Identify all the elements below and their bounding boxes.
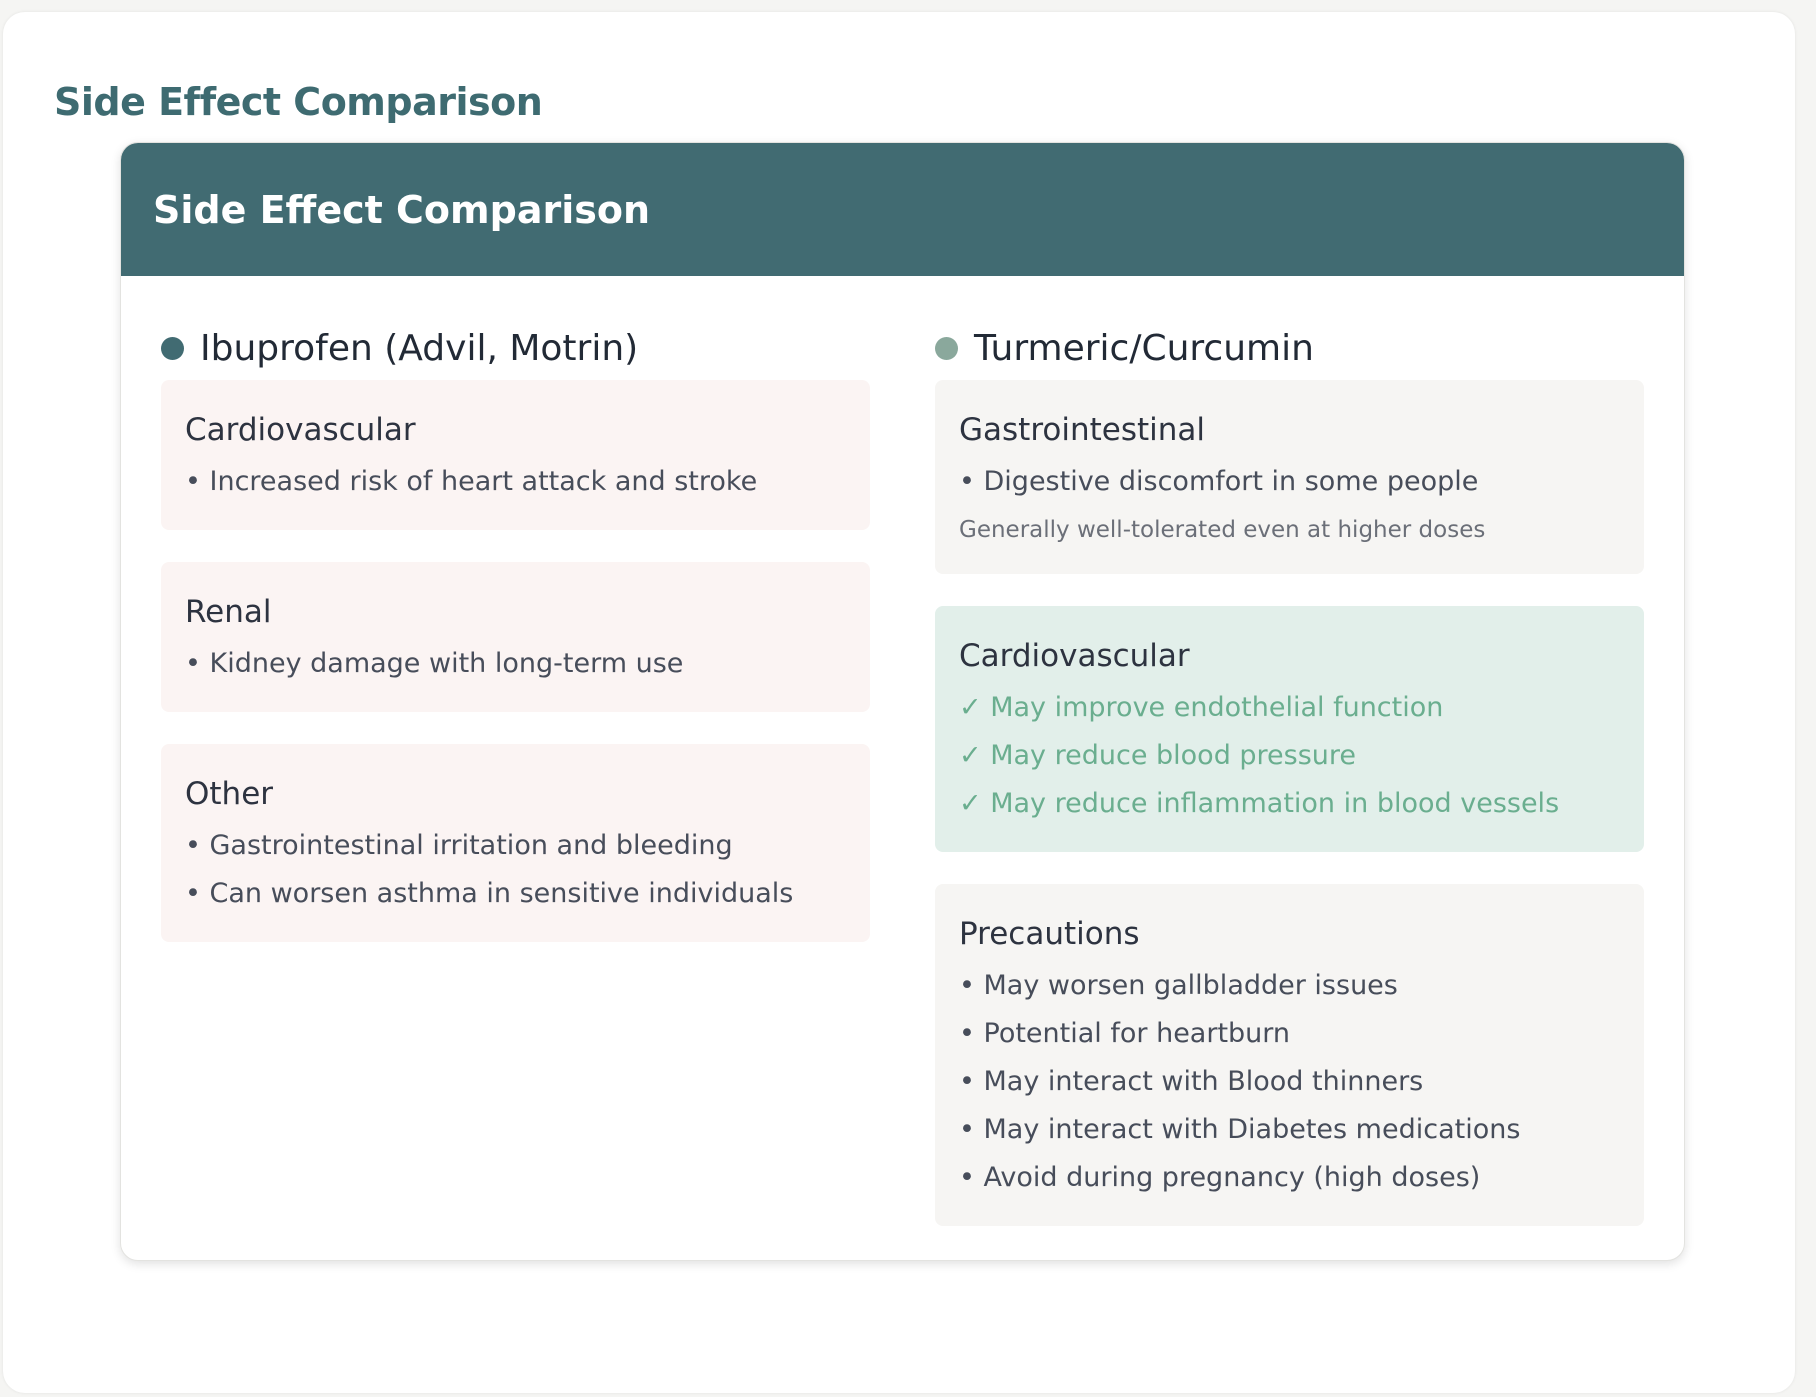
- section-title: Gastrointestinal: [959, 412, 1206, 448]
- list-item: • May worsen gallbladder issues: [959, 970, 1398, 1001]
- section-note: Generally well-tolerated even at higher …: [959, 517, 1486, 543]
- drug-name: Turmeric/Curcumin: [974, 327, 1314, 369]
- side-effect-card: Side Effect Comparison Ibuprofen (Advil,…: [120, 142, 1685, 1261]
- list-item: • Can worsen asthma in sensitive individ…: [185, 878, 794, 909]
- section-title: Precautions: [959, 916, 1140, 952]
- section-other: Other • Gastrointestinal irritation and …: [161, 744, 870, 942]
- section-renal: Renal • Kidney damage with long-term use: [161, 562, 870, 712]
- section-title: Renal: [185, 594, 272, 630]
- section-title: Cardiovascular: [185, 412, 416, 448]
- page-title: Side Effect Comparison: [54, 80, 543, 124]
- list-item: • Avoid during pregnancy (high doses): [959, 1162, 1481, 1193]
- list-item: • Kidney damage with long-term use: [185, 648, 684, 679]
- list-item: • May interact with Blood thinners: [959, 1066, 1424, 1097]
- benefit-item: ✓ May reduce inflammation in blood vesse…: [959, 788, 1560, 819]
- benefit-item: ✓ May reduce blood pressure: [959, 740, 1357, 771]
- section-cardiovascular: Cardiovascular • Increased risk of heart…: [161, 380, 870, 530]
- drug-heading: Turmeric/Curcumin: [935, 318, 1644, 378]
- section-precautions: Precautions • May worsen gallbladder iss…: [935, 884, 1644, 1226]
- section-title: Cardiovascular: [959, 638, 1190, 674]
- section-title: Other: [185, 776, 274, 812]
- list-item: • Potential for heartburn: [959, 1018, 1291, 1049]
- turmeric-dot-icon: [935, 336, 958, 360]
- drug-name: Ibuprofen (Advil, Motrin): [200, 327, 639, 369]
- page-panel: Side Effect Comparison Side Effect Compa…: [3, 12, 1795, 1393]
- turmeric-column: Turmeric/Curcumin Gastrointestinal • Dig…: [935, 318, 1644, 1258]
- benefit-item: ✓ May improve endothelial function: [959, 692, 1444, 723]
- drug-heading: Ibuprofen (Advil, Motrin): [161, 318, 870, 378]
- section-cardiovascular-benefits: Cardiovascular ✓ May improve endothelial…: [935, 606, 1644, 852]
- card-header: Side Effect Comparison: [121, 143, 1684, 276]
- section-gastrointestinal: Gastrointestinal • Digestive discomfort …: [935, 380, 1644, 574]
- list-item: • Digestive discomfort in some people: [959, 466, 1479, 497]
- card-title: Side Effect Comparison: [153, 187, 651, 232]
- list-item: • Increased risk of heart attack and str…: [185, 466, 758, 497]
- ibuprofen-dot-icon: [161, 336, 184, 360]
- list-item: • Gastrointestinal irritation and bleedi…: [185, 830, 733, 861]
- list-item: • May interact with Diabetes medications: [959, 1114, 1521, 1145]
- ibuprofen-column: Ibuprofen (Advil, Motrin) Cardiovascular…: [161, 318, 870, 1258]
